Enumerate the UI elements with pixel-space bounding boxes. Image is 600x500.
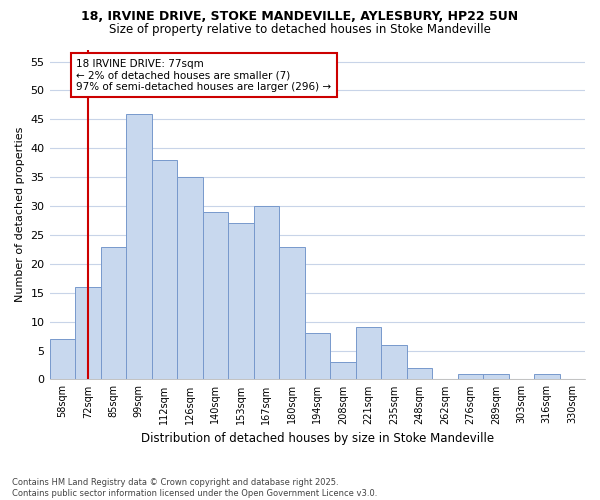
Bar	[203, 212, 228, 380]
Bar	[381, 345, 407, 380]
Bar	[177, 177, 203, 380]
Text: 18, IRVINE DRIVE, STOKE MANDEVILLE, AYLESBURY, HP22 5UN: 18, IRVINE DRIVE, STOKE MANDEVILLE, AYLE…	[82, 10, 518, 23]
Bar	[152, 160, 177, 380]
Bar	[534, 374, 560, 380]
Bar	[228, 224, 254, 380]
Text: Contains HM Land Registry data © Crown copyright and database right 2025.
Contai: Contains HM Land Registry data © Crown c…	[12, 478, 377, 498]
Bar	[407, 368, 432, 380]
Bar	[254, 206, 279, 380]
Bar	[483, 374, 509, 380]
Bar	[305, 333, 330, 380]
Bar	[50, 339, 75, 380]
X-axis label: Distribution of detached houses by size in Stoke Mandeville: Distribution of detached houses by size …	[141, 432, 494, 445]
Bar	[458, 374, 483, 380]
Bar	[126, 114, 152, 380]
Y-axis label: Number of detached properties: Number of detached properties	[15, 127, 25, 302]
Bar	[356, 328, 381, 380]
Bar	[279, 246, 305, 380]
Text: 18 IRVINE DRIVE: 77sqm
← 2% of detached houses are smaller (7)
97% of semi-detac: 18 IRVINE DRIVE: 77sqm ← 2% of detached …	[76, 58, 331, 92]
Text: Size of property relative to detached houses in Stoke Mandeville: Size of property relative to detached ho…	[109, 22, 491, 36]
Bar	[75, 287, 101, 380]
Bar	[330, 362, 356, 380]
Bar	[101, 246, 126, 380]
